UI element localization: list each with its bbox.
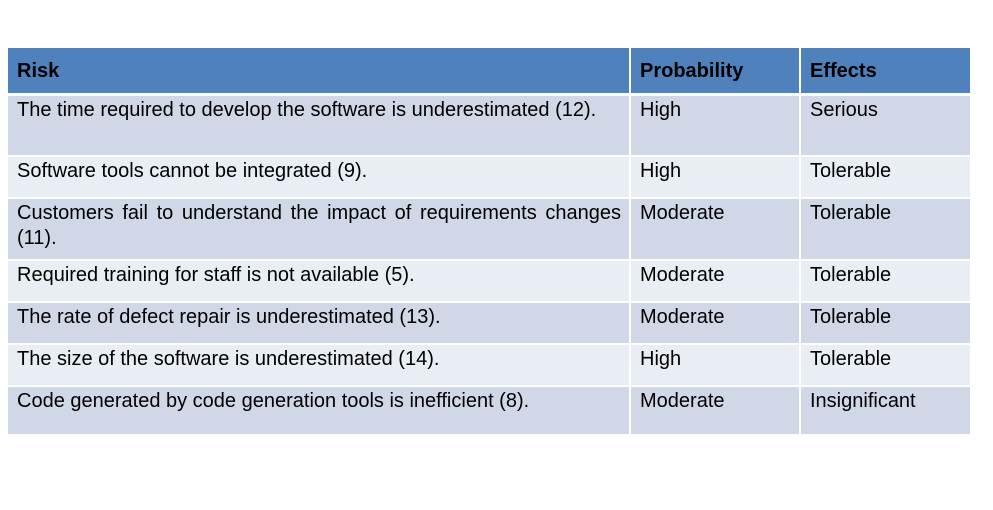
effects-cell: Tolerable — [800, 156, 970, 199]
table-row: The rate of defect repair is underestima… — [8, 302, 970, 345]
header-effects: Effects — [800, 48, 970, 96]
table-row: Software tools cannot be integrated (9).… — [8, 156, 970, 199]
table-row: Customers fail to understand the impact … — [8, 198, 970, 261]
probability-cell: Moderate — [630, 260, 801, 303]
table-row: The size of the software is underestimat… — [8, 344, 970, 387]
effects-cell: Insignificant — [800, 386, 970, 436]
effects-cell: Tolerable — [800, 260, 970, 303]
table-body: The time required to develop the softwar… — [8, 94, 970, 436]
header-risk: Risk — [8, 48, 631, 96]
probability-cell: Moderate — [630, 198, 801, 261]
risk-cell: Software tools cannot be integrated (9). — [8, 156, 631, 199]
effects-cell: Serious — [800, 94, 970, 157]
risk-cell: The rate of defect repair is underestima… — [8, 302, 631, 345]
risk-table: Risk Probability Effects The time requir… — [8, 48, 970, 436]
effects-cell: Tolerable — [800, 198, 970, 261]
probability-cell: High — [630, 156, 801, 199]
probability-cell: Moderate — [630, 386, 801, 436]
header-probability: Probability — [630, 48, 801, 96]
risk-cell: Code generated by code generation tools … — [8, 386, 631, 436]
risk-cell: The time required to develop the softwar… — [8, 94, 631, 157]
table-header: Risk Probability Effects — [8, 48, 970, 96]
table-row: The time required to develop the softwar… — [8, 94, 970, 157]
effects-cell: Tolerable — [800, 302, 970, 345]
table-row: Code generated by code generation tools … — [8, 386, 970, 436]
risk-cell: Customers fail to understand the impact … — [8, 198, 631, 261]
risk-cell: The size of the software is underestimat… — [8, 344, 631, 387]
probability-cell: Moderate — [630, 302, 801, 345]
probability-cell: High — [630, 94, 801, 157]
effects-cell: Tolerable — [800, 344, 970, 387]
header-row: Risk Probability Effects — [8, 48, 970, 96]
table-row: Required training for staff is not avail… — [8, 260, 970, 303]
probability-cell: High — [630, 344, 801, 387]
risk-cell: Required training for staff is not avail… — [8, 260, 631, 303]
